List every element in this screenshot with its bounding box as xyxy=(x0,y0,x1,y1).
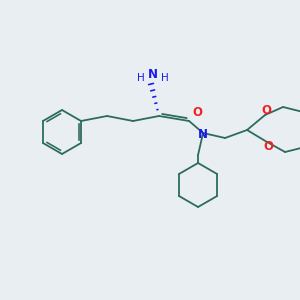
Text: O: O xyxy=(263,140,273,152)
Text: O: O xyxy=(192,106,202,118)
Text: N: N xyxy=(198,128,208,140)
Text: N: N xyxy=(148,68,158,80)
Text: O: O xyxy=(261,104,271,118)
Text: H: H xyxy=(161,73,169,83)
Text: H: H xyxy=(137,73,145,83)
